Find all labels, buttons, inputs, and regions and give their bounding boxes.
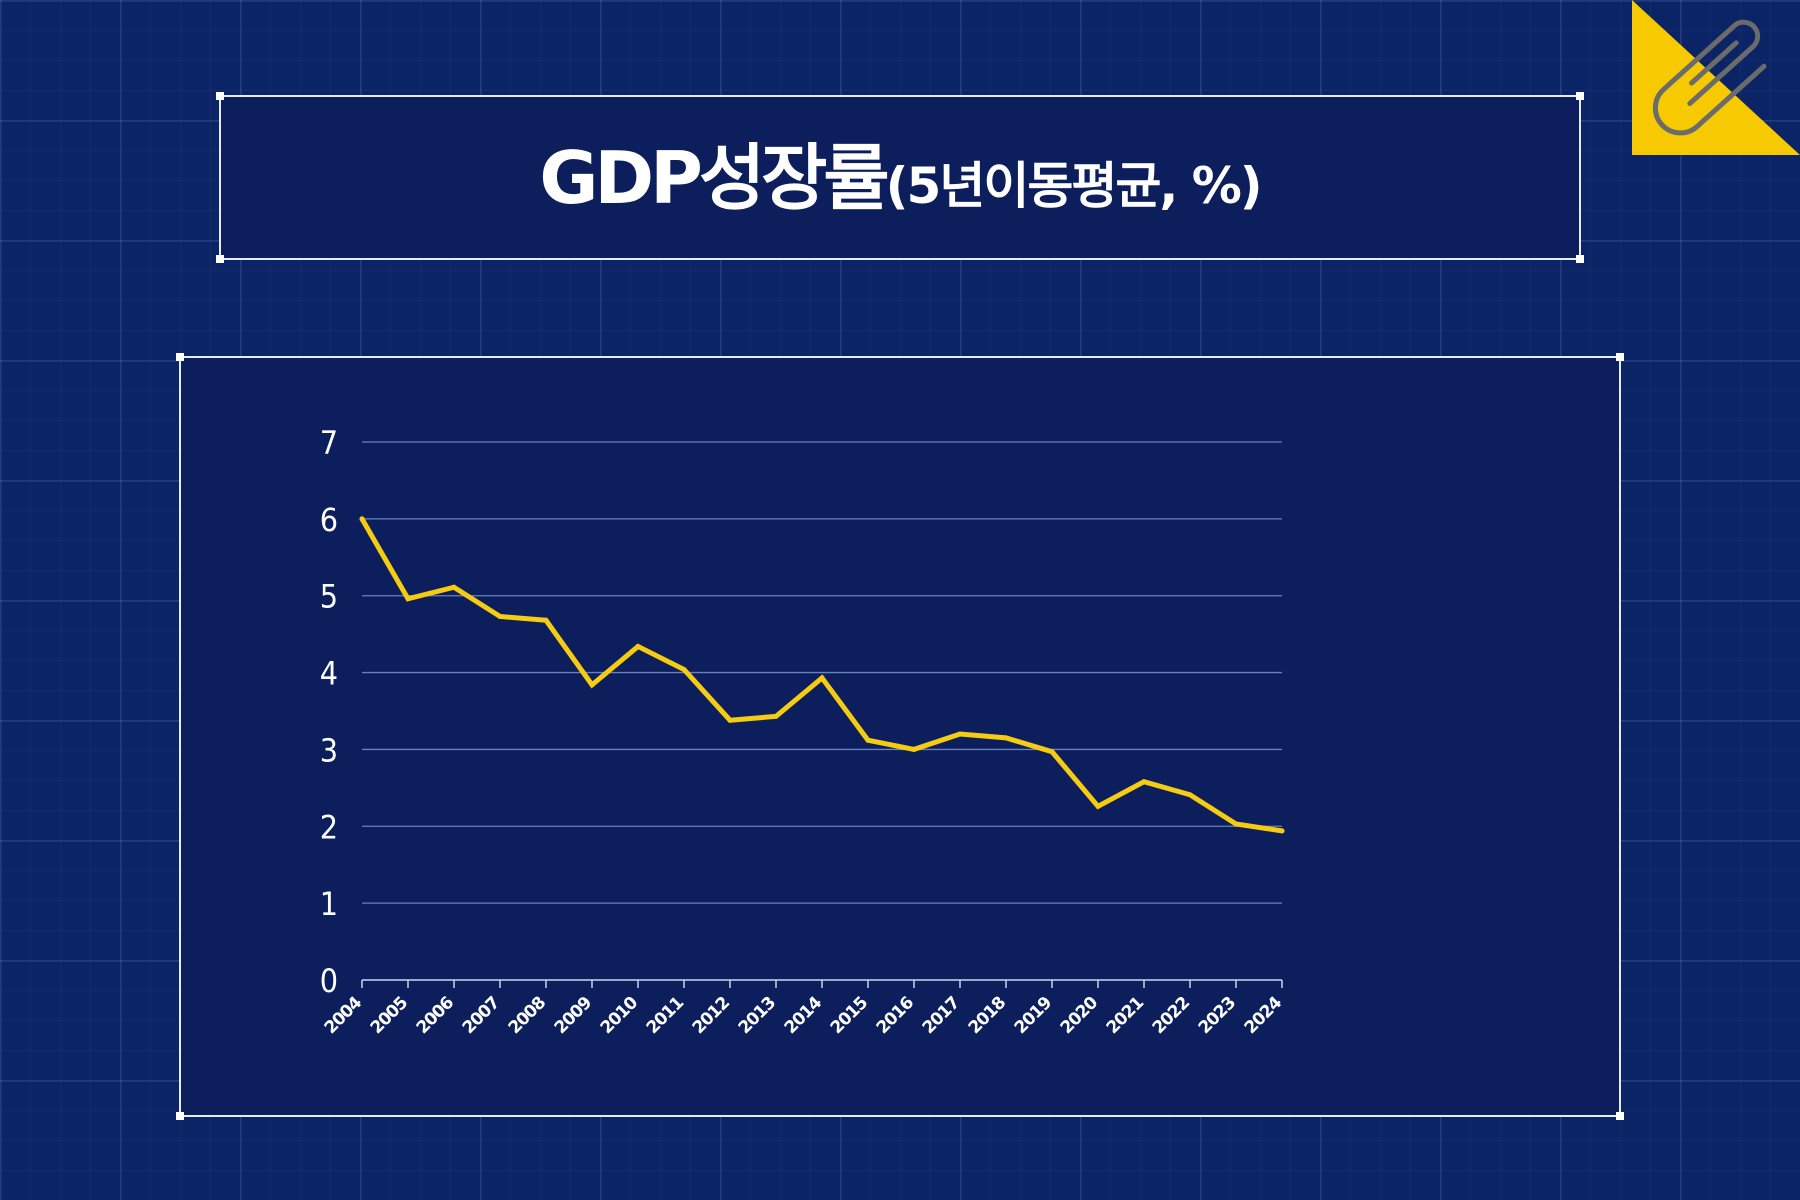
x-tick-label: 2022 (1149, 993, 1194, 1038)
x-tick-label: 2018 (965, 993, 1010, 1038)
selection-handle-icon (176, 353, 184, 361)
data-point (1233, 821, 1239, 827)
selection-handle-icon (216, 255, 224, 263)
data-point (681, 666, 687, 672)
chart-title: GDP성장률(5년이동평균, %) (539, 142, 1263, 215)
x-tick-label: 2020 (1057, 993, 1103, 1039)
x-tick-label: 2015 (827, 993, 872, 1038)
y-tick-label: 0 (320, 962, 338, 1000)
title-box: GDP성장률(5년이동평균, %) (216, 92, 1584, 263)
data-point (1279, 828, 1285, 834)
data-point (451, 584, 457, 590)
x-tick-label: 2005 (367, 993, 412, 1038)
selection-handle-icon (216, 92, 224, 100)
x-tick-label: 2016 (873, 993, 918, 1038)
y-tick-label: 1 (320, 885, 338, 923)
selection-handle-icon (176, 1112, 184, 1120)
paperclip-icon (1632, 0, 1800, 155)
y-tick-label: 6 (320, 501, 338, 539)
data-point (1049, 749, 1055, 755)
x-tick-label: 2014 (781, 993, 827, 1039)
selection-handle-icon (1616, 353, 1624, 361)
data-point (773, 713, 779, 719)
data-point (727, 717, 733, 723)
data-point (589, 682, 595, 688)
x-tick-label: 2021 (1103, 993, 1148, 1038)
x-tick-label: 2012 (689, 993, 734, 1038)
paperclip-shape (1652, 19, 1767, 136)
x-tick-label: 2019 (1011, 993, 1056, 1038)
x-tick-label: 2008 (505, 993, 550, 1038)
selection-handle-icon (1576, 255, 1584, 263)
x-tick-label: 2007 (459, 993, 504, 1038)
x-tick-label: 2013 (735, 993, 780, 1038)
x-tick-label: 2010 (597, 993, 643, 1039)
data-point (911, 746, 917, 752)
chart-title-sub: (5년이동평균, %) (885, 156, 1263, 215)
chart-title-main: GDP성장률 (539, 135, 889, 220)
y-tick-label: 3 (320, 731, 338, 769)
data-point (957, 731, 963, 737)
data-point (405, 596, 411, 602)
y-tick-label: 5 (320, 578, 338, 616)
selection-handle-icon (1616, 1112, 1624, 1120)
data-point (359, 516, 365, 522)
y-tick-label: 4 (320, 655, 338, 693)
x-tick-label: 2023 (1195, 993, 1240, 1038)
data-point (1187, 792, 1193, 798)
y-tick-label: 7 (320, 424, 338, 462)
y-tick-label: 2 (320, 808, 338, 846)
x-tick-label: 2024 (1241, 993, 1287, 1039)
x-tick-label: 2009 (551, 993, 596, 1038)
data-point (497, 613, 503, 619)
data-point (543, 617, 549, 623)
data-point (865, 737, 871, 743)
selection-handle-icon (1576, 92, 1584, 100)
data-point (1003, 735, 1009, 741)
x-tick-label: 2017 (919, 993, 964, 1038)
x-tick-label: 2006 (413, 993, 458, 1038)
data-point (819, 675, 825, 681)
data-point (1141, 779, 1147, 785)
data-point (635, 643, 641, 649)
data-point (1095, 803, 1101, 809)
x-tick-label: 2011 (643, 993, 688, 1038)
